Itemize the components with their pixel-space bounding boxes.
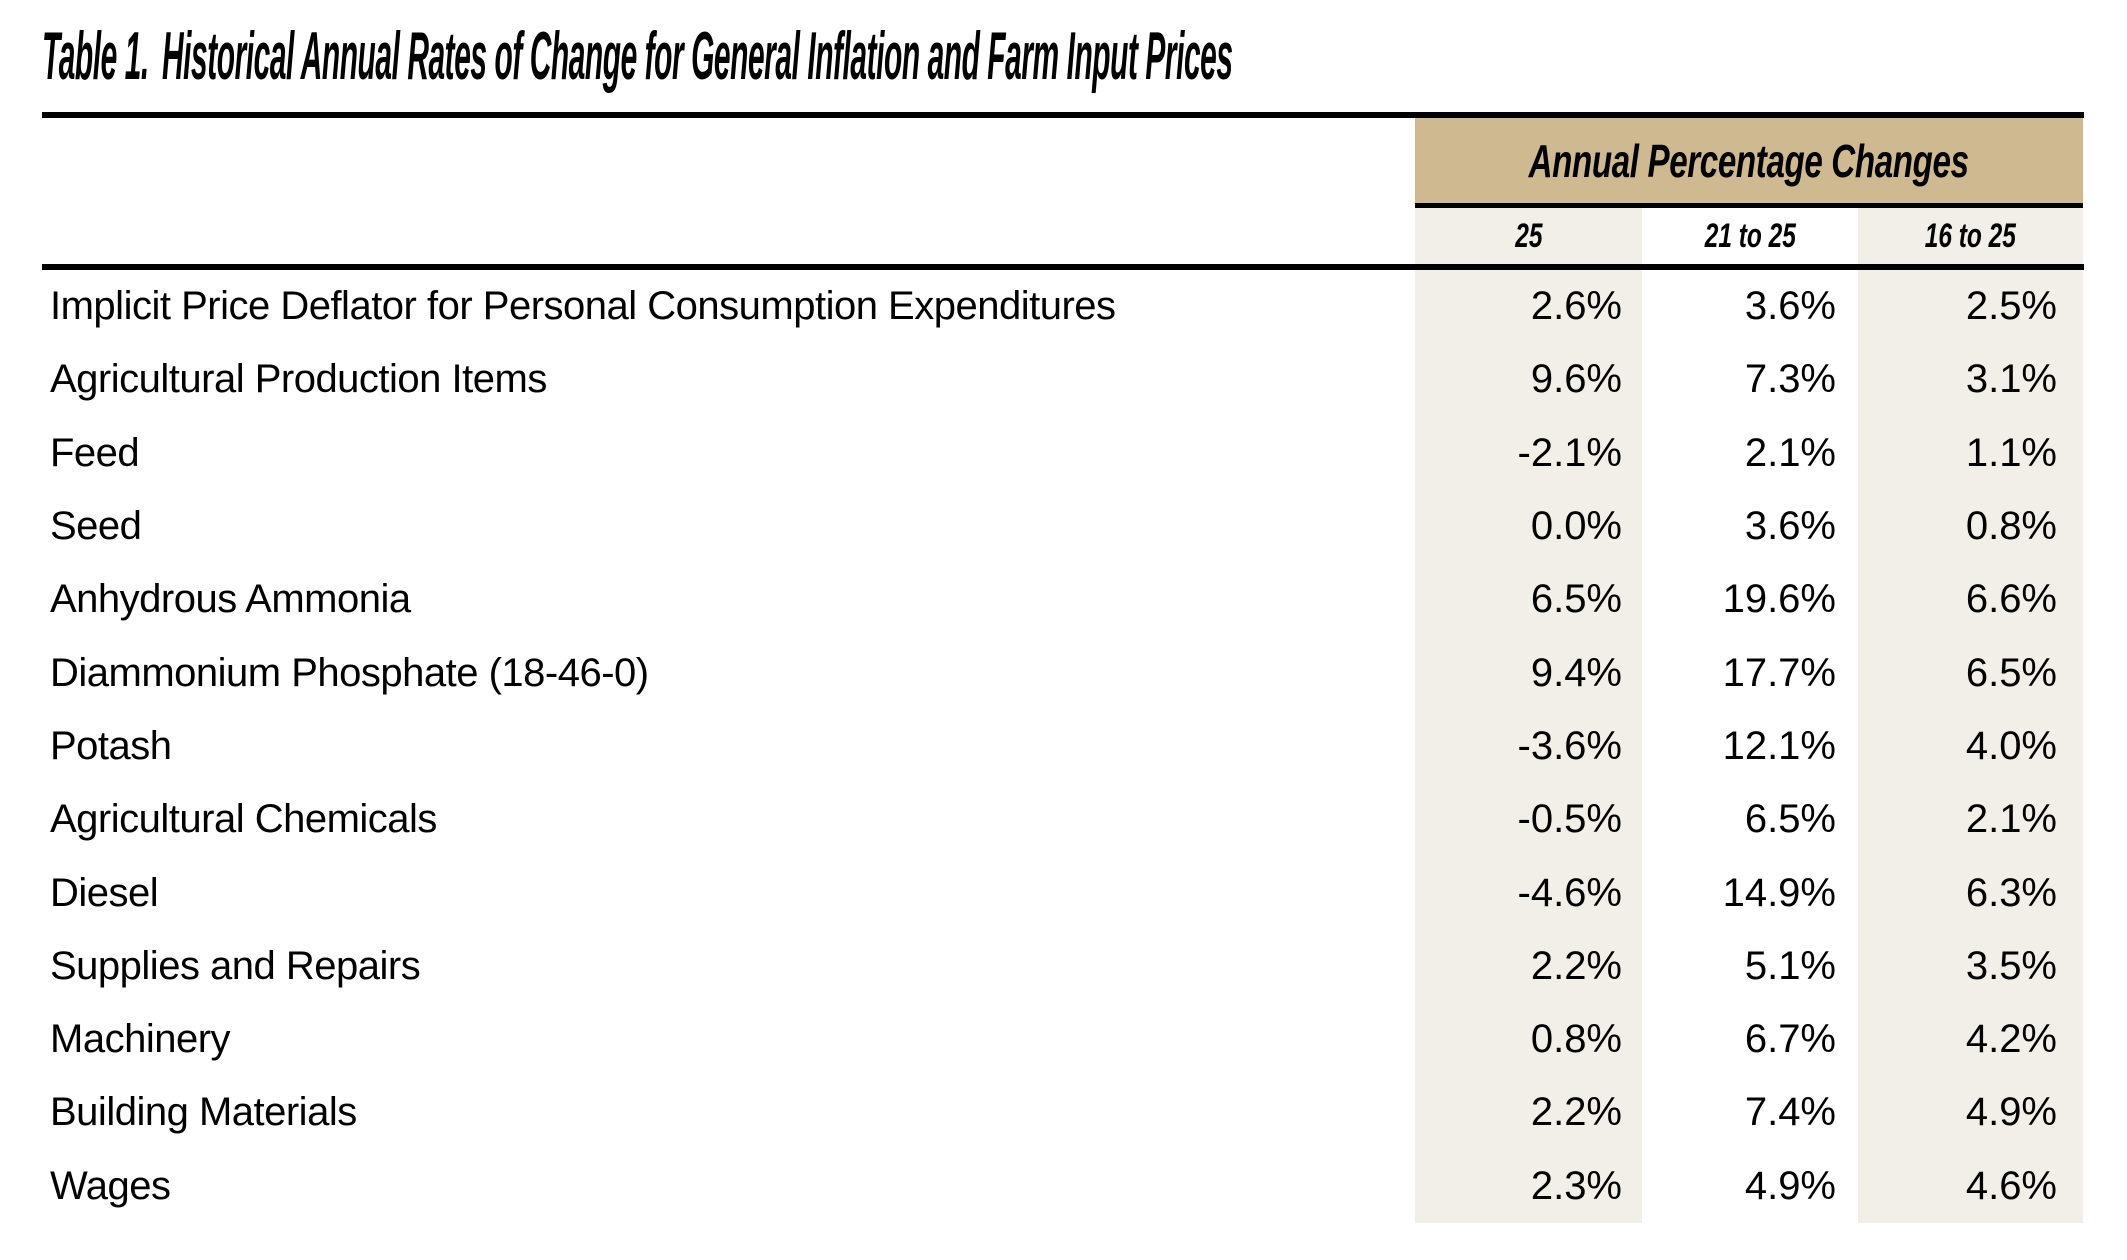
value-cell-16-to-25: 1.1% [1965, 430, 2057, 475]
column-header-21-to-25-label: 21 to 25 [1704, 216, 1796, 255]
table-title-text: Historical Annual Rates of Change for Ge… [161, 18, 1233, 94]
value-cell-21-to-25: 6.5% [1744, 797, 1836, 842]
row-label: Building Materials [50, 1090, 357, 1135]
table-row: Building Materials 2.2% 7.4% 4.9% [42, 1076, 2084, 1149]
table-row: Diammonium Phosphate (18-46-0) 9.4% 17.7… [42, 636, 2084, 709]
group-header-band: Annual Percentage Changes [1415, 118, 2083, 203]
table-title-number: Table 1. [42, 18, 149, 94]
value-cell-25: 2.6% [1530, 284, 1622, 329]
value-cell-25: 6.5% [1530, 577, 1622, 622]
value-cell-16-to-25: 4.2% [1965, 1017, 2057, 1062]
row-label: Supplies and Repairs [50, 943, 421, 988]
title-rule [42, 112, 2084, 118]
group-header-label: Annual Percentage Changes [1528, 134, 1970, 187]
value-cell-21-to-25: 7.4% [1744, 1090, 1836, 1135]
value-cell-16-to-25: 0.8% [1965, 504, 2057, 549]
value-cell-16-to-25: 4.6% [1965, 1163, 2057, 1208]
value-cell-21-to-25: 17.7% [1722, 650, 1836, 695]
value-cell-21-to-25: 3.6% [1744, 284, 1836, 329]
value-cell-16-to-25: 4.0% [1965, 723, 2057, 768]
value-cell-25: -0.5% [1517, 797, 1623, 842]
table-row: Feed -2.1% 2.1% 1.1% [42, 417, 2084, 490]
table-row: Implicit Price Deflator for Personal Con… [42, 270, 2084, 343]
row-label: Diesel [50, 870, 159, 915]
row-label: Potash [50, 723, 172, 768]
value-cell-25: 9.6% [1530, 357, 1622, 402]
value-cell-16-to-25: 3.5% [1965, 943, 2057, 988]
value-cell-25: 0.8% [1530, 1017, 1622, 1062]
value-cell-25: -4.6% [1517, 870, 1623, 915]
value-cell-25: 2.2% [1530, 943, 1622, 988]
row-label: Agricultural Production Items [50, 357, 547, 402]
column-header-21-to-25: 21 to 25 [1642, 208, 1858, 264]
column-shade-1 [1415, 270, 1642, 1223]
row-label: Machinery [50, 1017, 231, 1062]
row-label: Wages [50, 1163, 171, 1208]
table-body: Implicit Price Deflator for Personal Con… [42, 270, 2084, 1223]
value-cell-21-to-25: 7.3% [1744, 357, 1836, 402]
value-cell-16-to-25: 6.6% [1965, 577, 2057, 622]
value-cell-21-to-25: 4.9% [1744, 1163, 1836, 1208]
value-cell-16-to-25: 6.5% [1965, 650, 2057, 695]
table-row: Supplies and Repairs 2.2% 5.1% 3.5% [42, 930, 2084, 1003]
value-cell-25: 9.4% [1530, 650, 1622, 695]
row-label: Seed [50, 504, 142, 549]
table-row: Machinery 0.8% 6.7% 4.2% [42, 1003, 2084, 1076]
table-title: Table 1. Historical Annual Rates of Chan… [42, 16, 2127, 100]
table-row: Wages 2.3% 4.9% 4.6% [42, 1150, 2084, 1223]
value-cell-21-to-25: 19.6% [1722, 577, 1836, 622]
table-row: Seed 0.0% 3.6% 0.8% [42, 490, 2084, 563]
column-shade-3 [1858, 270, 2083, 1223]
row-label: Implicit Price Deflator for Personal Con… [50, 284, 1116, 329]
column-header-row: 25 21 to 25 16 to 25 [1415, 208, 2083, 264]
value-cell-25: -3.6% [1517, 723, 1623, 768]
value-cell-16-to-25: 2.5% [1965, 284, 2057, 329]
value-cell-21-to-25: 2.1% [1744, 430, 1836, 475]
value-cell-21-to-25: 5.1% [1744, 943, 1836, 988]
value-cell-16-to-25: 4.9% [1965, 1090, 2057, 1135]
group-header-rule [1415, 203, 2083, 208]
row-label: Anhydrous Ammonia [50, 577, 411, 622]
value-cell-21-to-25: 12.1% [1722, 723, 1836, 768]
value-cell-25: 0.0% [1530, 504, 1622, 549]
row-label: Diammonium Phosphate (18-46-0) [50, 650, 649, 695]
column-header-16-to-25-label: 16 to 25 [1924, 216, 2017, 255]
value-cell-25: 2.2% [1530, 1090, 1622, 1135]
value-cell-16-to-25: 2.1% [1965, 797, 2057, 842]
value-cell-21-to-25: 3.6% [1744, 504, 1836, 549]
value-cell-21-to-25: 14.9% [1722, 870, 1836, 915]
value-cell-16-to-25: 3.1% [1965, 357, 2057, 402]
column-header-25-label: 25 [1514, 216, 1543, 255]
column-header-25: 25 [1415, 208, 1642, 264]
row-label: Agricultural Chemicals [50, 797, 437, 842]
table-row: Agricultural Chemicals -0.5% 6.5% 2.1% [42, 783, 2084, 856]
value-cell-25: -2.1% [1517, 430, 1623, 475]
table-row: Potash -3.6% 12.1% 4.0% [42, 710, 2084, 783]
table-row: Agricultural Production Items 9.6% 7.3% … [42, 343, 2084, 416]
table-row: Anhydrous Ammonia 6.5% 19.6% 6.6% [42, 563, 2084, 636]
value-cell-16-to-25: 6.3% [1965, 870, 2057, 915]
value-cell-21-to-25: 6.7% [1744, 1017, 1836, 1062]
value-cell-25: 2.3% [1530, 1163, 1622, 1208]
column-header-16-to-25: 16 to 25 [1858, 208, 2083, 264]
header-body-rule [42, 264, 2084, 270]
row-label: Feed [50, 430, 140, 475]
table-row: Diesel -4.6% 14.9% 6.3% [42, 856, 2084, 929]
